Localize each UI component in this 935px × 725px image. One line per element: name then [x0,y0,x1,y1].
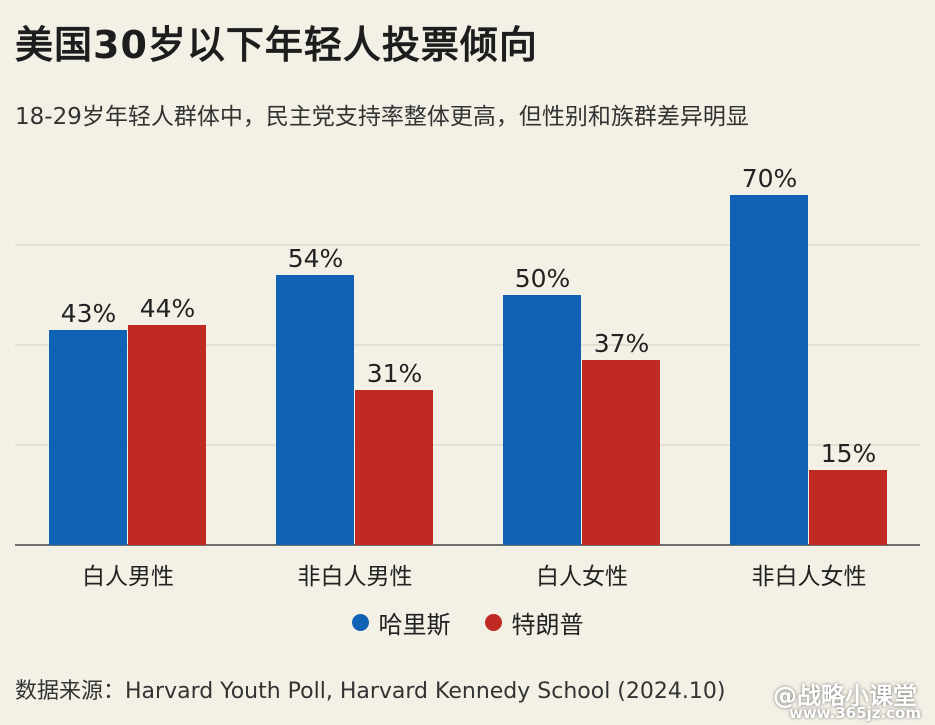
chart-subtitle: 18-29岁年轻人群体中，民主党支持率整体更高，但性别和族群差异明显 [15,104,749,130]
bar-trump-3 [809,470,887,545]
bar-harris-2 [503,295,581,545]
chart-title: 美国30岁以下年轻人投票倾向 [15,23,538,67]
data-label-trump-3: 15% [821,439,877,468]
data-label-harris-0: 43% [61,299,117,328]
watermark: @战略小课堂 [773,682,917,710]
data-label-trump-1: 31% [367,359,423,388]
category-labels: 白人男性 非白人男性 白人女性 非白人女性 [82,564,867,590]
source-note: 数据来源：Harvard Youth Poll, Harvard Kennedy… [15,679,726,704]
data-label-trump-2: 37% [594,329,650,358]
legend-label-trump: 特朗普 [511,611,584,639]
legend-item-trump: 特朗普 [484,605,584,640]
data-label-trump-0: 44% [140,294,196,323]
legend-dot-trump [484,614,502,631]
data-labels: 43% 44% 54% 31% 50% 37% 70% 15% [61,164,877,468]
legend: 哈里斯 特朗普 [0,605,935,640]
category-label-0: 白人男性 [82,564,174,590]
legend-item-harris: 哈里斯 [351,605,451,640]
data-label-harris-1: 54% [288,244,344,273]
category-label-3: 非白人女性 [752,564,867,590]
watermark-url: www.365jz.com [788,704,921,722]
bar-trump-1 [355,390,433,545]
bar-harris-3 [730,195,808,545]
bar-trump-0 [128,325,206,545]
category-label-1: 非白人男性 [298,564,413,590]
bar-chart: 43% 44% 54% 31% 50% 37% 70% 15% 白人男性 非白人男性 白人女性 非白… [15,164,920,590]
bars [49,195,887,545]
legend-label-harris: 哈里斯 [378,611,451,639]
bar-harris-0 [49,330,127,545]
bar-harris-1 [276,275,354,545]
bar-trump-2 [582,360,660,545]
data-label-harris-3: 70% [742,164,798,193]
data-label-harris-2: 50% [515,264,571,293]
legend-dot-harris [351,614,369,631]
category-label-2: 白人女性 [536,564,628,590]
